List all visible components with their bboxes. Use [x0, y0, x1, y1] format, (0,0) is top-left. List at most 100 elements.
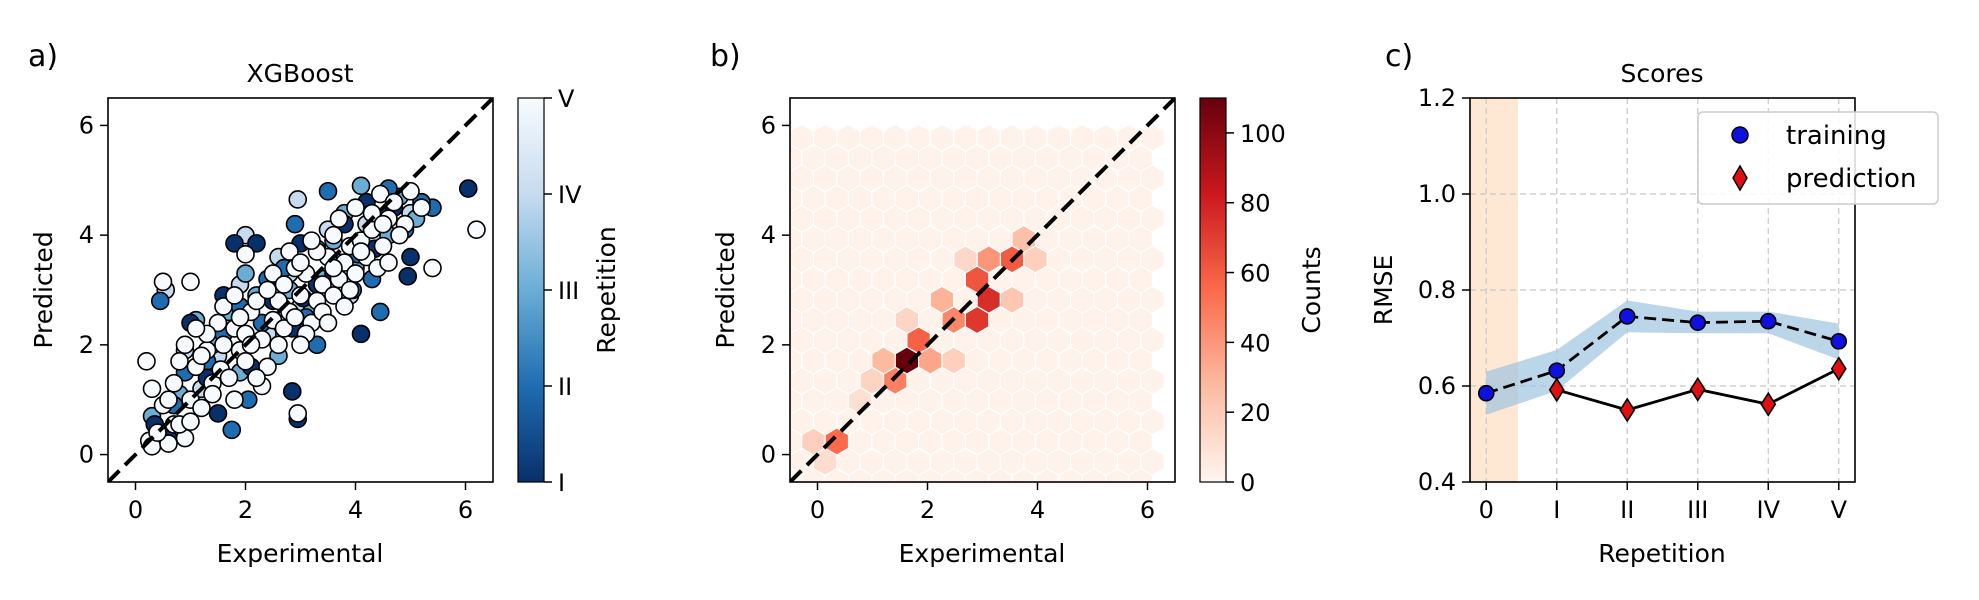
x-tick-label: III	[1687, 496, 1708, 524]
scatter-point	[324, 286, 343, 305]
scatter-point	[269, 335, 288, 355]
scatter-point	[203, 384, 222, 404]
hexbin-cell	[1117, 489, 1140, 516]
hexbin-cell	[941, 346, 967, 375]
chart-title: Scores	[1620, 59, 1703, 88]
x-axis-label: Experimental	[899, 539, 1066, 568]
scatter-point	[351, 324, 371, 344]
colorbar-label: Counts	[1297, 246, 1326, 333]
scatter-point	[258, 280, 277, 300]
scatter-point	[401, 247, 420, 267]
scatter-point	[373, 236, 393, 256]
colorbar-tick-label: III	[558, 277, 579, 305]
training-band	[1486, 300, 1839, 415]
scatter-point	[208, 404, 228, 423]
plot-frame	[107, 97, 494, 483]
hexbin-cell	[1047, 489, 1070, 516]
hexbin-cell	[755, 145, 778, 172]
hexbin-cell	[929, 285, 955, 314]
x-tick-label: 0	[810, 496, 825, 524]
hexbin-cell	[1140, 123, 1165, 152]
panel-label-c: c)	[1385, 39, 1413, 74]
scatter-point	[263, 264, 283, 283]
panel-label-a: a)	[28, 39, 58, 74]
x-tick-label: 2	[238, 496, 253, 524]
scatter-point	[274, 275, 294, 294]
hexbin-cell	[767, 489, 790, 516]
y-tick-label: 6	[761, 111, 776, 139]
prediction-point	[1689, 376, 1706, 402]
scatter-point	[282, 382, 302, 401]
hexbin-cell	[790, 170, 791, 186]
y-tick-label: 4	[761, 221, 776, 249]
x-tick-label: 0	[1479, 496, 1494, 524]
hexbin-cell	[837, 489, 860, 516]
x-tick-label: IV	[1757, 496, 1781, 524]
x-tick-label: 6	[458, 496, 473, 524]
x-tick-label: V	[1831, 496, 1848, 524]
x-axis: 0 2 4 6	[810, 482, 1155, 524]
scatter-point	[329, 209, 349, 228]
hexbin-cell	[1023, 245, 1048, 274]
scatter-point	[340, 280, 360, 300]
y-tick-label: 0.4	[1418, 468, 1456, 496]
scatter-point	[370, 184, 390, 204]
scatter-point	[379, 253, 398, 272]
scatter-point	[324, 258, 343, 278]
scatter-point	[186, 319, 206, 338]
y-tick-label: 0.8	[1418, 276, 1456, 304]
scatter-point	[423, 258, 442, 278]
training-point	[1759, 312, 1777, 330]
x-axis: 0 I II III IV V	[1479, 482, 1848, 524]
hexbin-cell	[755, 307, 778, 334]
scatter-point	[384, 192, 404, 212]
diagonal-line	[790, 98, 1175, 482]
y-tick-label: 0	[79, 441, 94, 469]
y-tick-label: 1.0	[1418, 180, 1456, 208]
colorbar-tick-label: 0	[1240, 469, 1255, 497]
scatter-point	[362, 203, 382, 223]
hexbin-cell	[884, 489, 907, 516]
scatter-point	[247, 368, 266, 388]
scatter-point	[370, 302, 390, 322]
legend-prediction: prediction	[1786, 164, 1916, 194]
y-tick-label: 0	[761, 441, 776, 469]
scatter-point	[159, 390, 178, 410]
y-axis: 0.4 0.6 0.8 1.0 1.2	[1418, 84, 1470, 496]
scatter-point	[236, 245, 255, 264]
scatter-point	[164, 373, 184, 393]
diagonal-line	[108, 98, 493, 482]
hexbin-cell	[977, 489, 1000, 516]
scatter-point	[236, 264, 255, 283]
hexbin-cell	[954, 489, 977, 516]
colorbar-tick-label: 60	[1240, 260, 1271, 288]
scatter-point	[346, 198, 365, 218]
training-point	[1689, 314, 1707, 331]
scatter-point	[467, 220, 486, 239]
scatter-point	[159, 434, 178, 453]
prediction-point	[1619, 397, 1636, 423]
y-axis-label: Predicted	[711, 231, 740, 348]
hexbin-cells	[755, 123, 1165, 516]
scatter-point	[219, 368, 239, 388]
training-point	[1548, 362, 1566, 379]
colorbar-tick-label: I	[558, 469, 565, 497]
legend: training prediction	[1697, 111, 1939, 205]
scatter-point	[181, 272, 200, 292]
scatter-point	[142, 379, 162, 399]
x-tick-label: 0	[128, 496, 143, 524]
legend-box	[1697, 111, 1939, 205]
chart-title: XGBoost	[246, 59, 353, 88]
y-tick-label: 2	[79, 331, 94, 359]
y-tick-label: 0.6	[1418, 372, 1456, 400]
scatter-point	[285, 308, 305, 327]
colorbar	[1199, 97, 1227, 483]
scatter-point	[291, 253, 310, 272]
colorbar-tick-label: 100	[1240, 120, 1286, 148]
scatter-point	[373, 214, 393, 234]
scatter-point	[225, 286, 244, 305]
scatter-point	[458, 179, 478, 198]
scatter-point	[351, 176, 371, 196]
y-tick-label: 1.2	[1418, 84, 1456, 112]
scatter-point	[258, 357, 277, 377]
